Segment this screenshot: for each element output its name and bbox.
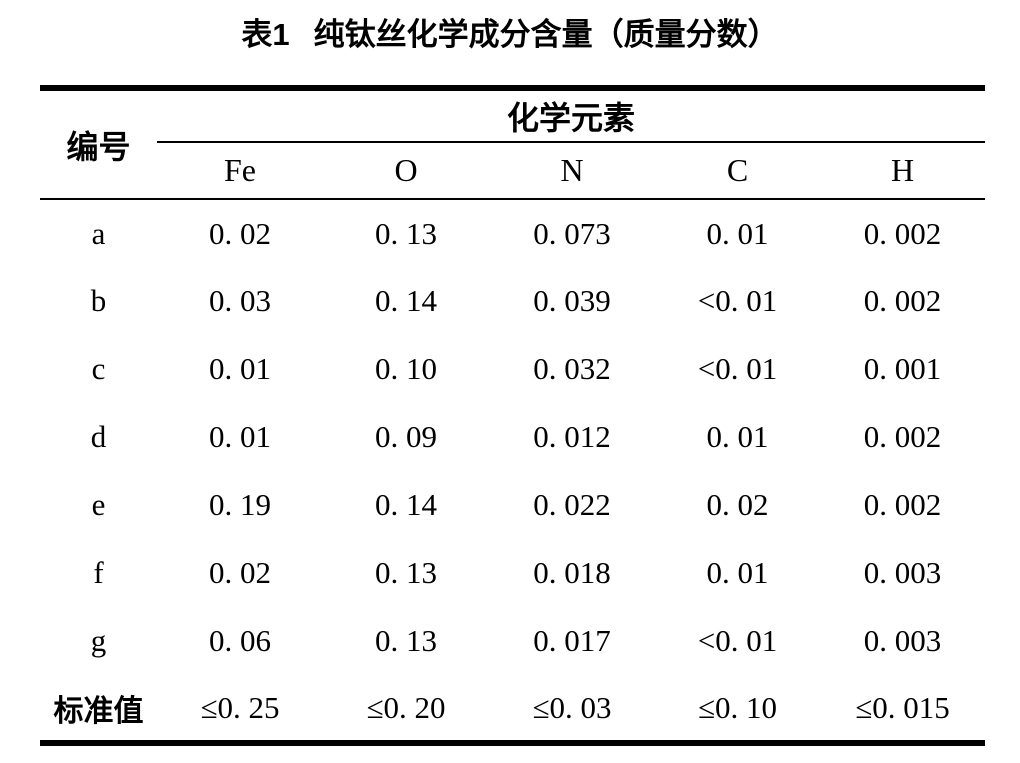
table-row-d: d 0. 01 0. 09 0. 012 0. 01 0. 002 xyxy=(40,403,985,471)
composition-table: 编号 化学元素 Fe O N C H a 0. 02 0. 13 0. 073 … xyxy=(40,85,986,746)
table-header: 编号 化学元素 Fe O N C H xyxy=(40,88,986,200)
table-row-standard-value: 标准值 ≤0. 25 ≤0. 20 ≤0. 03 ≤0. 10 ≤0. 015 xyxy=(40,675,985,743)
table-body: a 0. 02 0. 13 0. 073 0. 01 0. 002 b 0. 0… xyxy=(40,199,985,743)
cell-fe: 0. 01 xyxy=(209,351,271,386)
cell-fe: 0. 01 xyxy=(209,419,271,454)
cell-h: 0. 003 xyxy=(863,623,942,658)
cell-n: 0. 022 xyxy=(533,487,611,522)
cell-h: 0. 002 xyxy=(863,283,942,318)
cell-o: 0. 09 xyxy=(375,419,437,454)
column-header-fe: Fe xyxy=(157,142,323,200)
header-row-elements: Fe O N C H xyxy=(40,142,986,200)
table-row-g: g 0. 06 0. 13 0. 017 <0. 01 0. 003 xyxy=(40,607,985,675)
cell-n: 0. 032 xyxy=(533,351,611,386)
column-header-n: N xyxy=(489,142,655,200)
cell-n: 0. 039 xyxy=(533,283,611,318)
table-row-e: e 0. 19 0. 14 0. 022 0. 02 0. 002 xyxy=(40,471,985,539)
cell-c: <0. 01 xyxy=(697,623,778,658)
cell-n: ≤0. 03 xyxy=(532,689,612,725)
column-header-o: O xyxy=(323,142,489,200)
cell-c: 0. 01 xyxy=(706,215,769,251)
table-title-text: 纯钛丝化学成分含量（质量分数） xyxy=(313,17,779,52)
cell-o: 0. 13 xyxy=(375,555,437,590)
cell-o: 0. 14 xyxy=(375,487,437,522)
cell-fe: 0. 06 xyxy=(209,623,271,658)
cell-o: 0. 13 xyxy=(375,215,437,251)
table-row-b: b 0. 03 0. 14 0. 039 <0. 01 0. 002 xyxy=(40,267,985,335)
table-title: 表1 纯钛丝化学成分含量（质量分数） xyxy=(0,12,1020,58)
cell-o: 0. 10 xyxy=(375,351,437,386)
cell-c: 0. 01 xyxy=(706,419,769,454)
row-id: b xyxy=(90,283,107,318)
cell-fe: 0. 19 xyxy=(209,487,271,522)
cell-c: 0. 01 xyxy=(706,555,769,590)
table-row-c: c 0. 01 0. 10 0. 032 <0. 01 0. 001 xyxy=(40,335,985,403)
cell-fe: ≤0. 25 xyxy=(200,689,280,725)
cell-n: 0. 018 xyxy=(533,555,611,590)
cell-n: 0. 012 xyxy=(533,419,611,454)
cell-h: 0. 003 xyxy=(863,555,942,590)
cell-c: 0. 02 xyxy=(706,487,769,522)
row-id: a xyxy=(91,215,106,251)
cell-h: 0. 002 xyxy=(863,487,942,522)
row-id: e xyxy=(91,487,106,522)
cell-fe: 0. 02 xyxy=(209,555,271,590)
row-id: f xyxy=(93,555,104,590)
header-row-group: 编号 化学元素 xyxy=(40,88,986,200)
cell-h: 0. 002 xyxy=(863,419,942,454)
cell-o: ≤0. 20 xyxy=(366,689,446,725)
table-row-a: a 0. 02 0. 13 0. 073 0. 01 0. 002 xyxy=(40,199,985,267)
cell-n: 0. 017 xyxy=(533,623,611,658)
cell-c: ≤0. 10 xyxy=(697,689,777,725)
row-id: d xyxy=(90,419,107,454)
cell-c: <0. 01 xyxy=(697,351,778,386)
column-header-id: 编号 xyxy=(40,88,157,200)
cell-o: 0. 14 xyxy=(375,283,437,318)
column-header-c: C xyxy=(655,142,820,200)
cell-h: 0. 001 xyxy=(863,351,942,386)
column-header-h: H xyxy=(820,142,986,200)
cell-c: <0. 01 xyxy=(697,283,778,318)
column-header-elements-group: 化学元素 xyxy=(157,88,986,143)
row-id: c xyxy=(91,351,106,386)
cell-fe: 0. 02 xyxy=(209,215,271,251)
cell-o: 0. 13 xyxy=(375,623,437,658)
row-id: 标准值 xyxy=(53,694,144,728)
cell-h: ≤0. 015 xyxy=(855,689,950,725)
cell-n: 0. 073 xyxy=(533,215,611,251)
table-row-f: f 0. 02 0. 13 0. 018 0. 01 0. 003 xyxy=(40,539,985,607)
cell-fe: 0. 03 xyxy=(209,283,271,318)
table-title-number: 表1 xyxy=(241,17,290,52)
row-id: g xyxy=(90,623,107,658)
cell-h: 0. 002 xyxy=(863,215,942,251)
